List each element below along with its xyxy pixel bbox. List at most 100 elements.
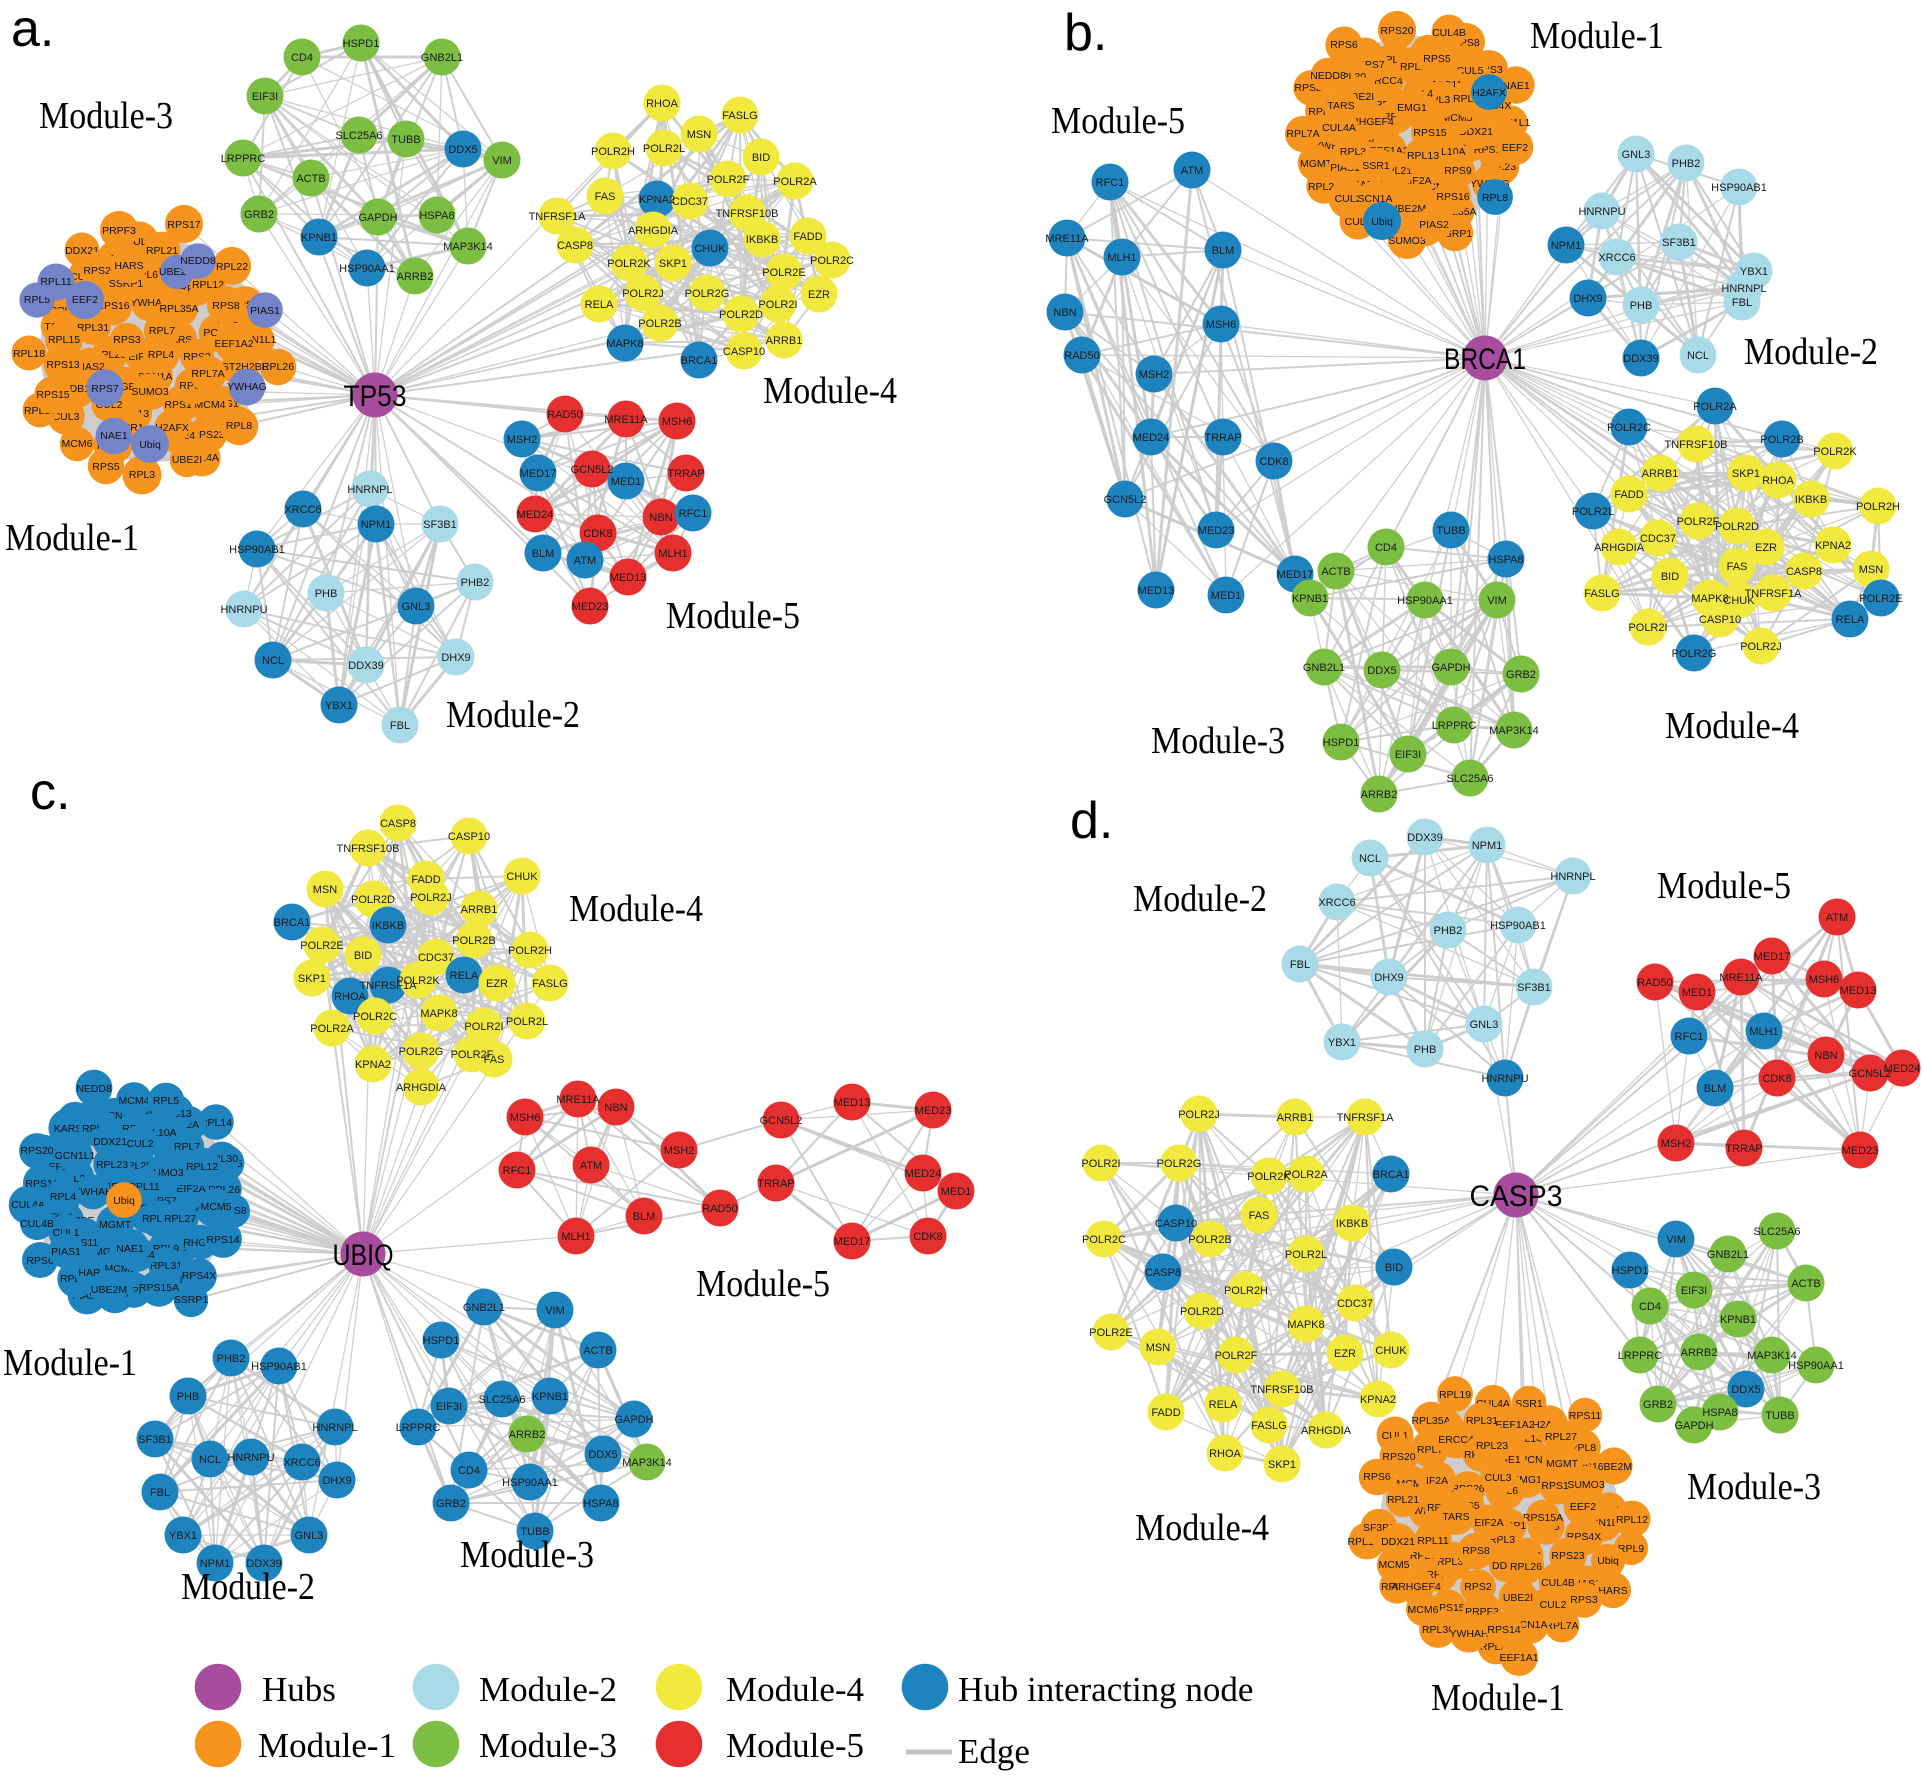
svg-text:RPL12: RPL12 — [192, 279, 224, 291]
svg-text:CUL2: CUL2 — [127, 1138, 154, 1150]
svg-text:Module-1: Module-1 — [258, 1726, 396, 1765]
svg-text:ARRB1: ARRB1 — [1642, 468, 1679, 480]
svg-text:MSH6: MSH6 — [510, 1112, 541, 1124]
svg-text:Module-2: Module-2 — [446, 694, 580, 736]
svg-text:TNFRSF1A: TNFRSF1A — [1337, 1112, 1395, 1124]
svg-text:POLR2K: POLR2K — [1247, 1171, 1291, 1183]
svg-text:YWHAH: YWHAH — [73, 1186, 112, 1198]
svg-text:HSP90AA1: HSP90AA1 — [339, 263, 395, 275]
svg-text:RPS8: RPS8 — [212, 300, 240, 312]
svg-text:GCN5L2: GCN5L2 — [1104, 494, 1147, 506]
svg-text:NAE1: NAE1 — [116, 1243, 144, 1255]
svg-text:Ubiq: Ubiq — [1597, 1555, 1619, 1567]
svg-text:PHB2: PHB2 — [461, 577, 490, 589]
svg-text:POLR2A: POLR2A — [1693, 401, 1737, 413]
svg-text:TNFRSF10B: TNFRSF10B — [716, 208, 779, 220]
svg-text:POLR2B: POLR2B — [452, 935, 495, 947]
svg-text:RPS14: RPS14 — [206, 1234, 239, 1246]
svg-text:RPL26: RPL26 — [1510, 1561, 1542, 1573]
svg-text:RPL22: RPL22 — [216, 261, 248, 273]
svg-text:Module-4: Module-4 — [1665, 705, 1799, 747]
svg-text:XRCC6: XRCC6 — [284, 504, 321, 516]
svg-text:DHX9: DHX9 — [1573, 293, 1602, 305]
svg-text:GRB2: GRB2 — [1643, 1399, 1673, 1411]
svg-text:EEF1A2: EEF1A2 — [214, 338, 253, 350]
svg-text:RPL4: RPL4 — [148, 349, 174, 361]
svg-text:CD4: CD4 — [291, 52, 313, 64]
svg-text:RPL11: RPL11 — [40, 276, 71, 288]
svg-text:POLR2L: POLR2L — [506, 1016, 548, 1028]
svg-text:TNFRSF1A: TNFRSF1A — [1745, 588, 1803, 600]
svg-text:RPS23: RPS23 — [191, 429, 224, 441]
svg-text:RPS13: RPS13 — [46, 359, 79, 371]
svg-text:IF2A: IF2A — [1426, 1475, 1448, 1487]
svg-text:MED1: MED1 — [611, 476, 642, 488]
svg-text:PIAS2: PIAS2 — [1419, 219, 1449, 231]
svg-text:BRCA1: BRCA1 — [274, 917, 311, 929]
svg-text:UBE2I: UBE2I — [1503, 1592, 1533, 1604]
svg-text:YBX1: YBX1 — [1328, 1037, 1356, 1049]
svg-text:Ubiq: Ubiq — [139, 439, 161, 451]
svg-text:Module-3: Module-3 — [479, 1726, 617, 1765]
svg-text:RAD50: RAD50 — [702, 1203, 737, 1215]
svg-text:CD4: CD4 — [458, 1465, 480, 1477]
svg-text:POLR2J: POLR2J — [622, 288, 664, 300]
svg-text:RPL35A: RPL35A — [159, 303, 198, 315]
svg-text:NPM1: NPM1 — [1551, 240, 1582, 252]
svg-text:PRPF3: PRPF3 — [102, 225, 136, 237]
svg-text:NBN: NBN — [1814, 1050, 1837, 1062]
svg-text:RFC1: RFC1 — [1096, 177, 1125, 189]
svg-text:SKP1: SKP1 — [659, 258, 687, 270]
svg-text:PHB2: PHB2 — [217, 1353, 246, 1365]
svg-text:Module-3: Module-3 — [1151, 720, 1285, 762]
svg-text:FADD: FADD — [1151, 1407, 1180, 1419]
svg-text:DHX9: DHX9 — [441, 652, 470, 664]
svg-text:POLR2G: POLR2G — [1157, 1158, 1202, 1170]
svg-text:POLR2H: POLR2H — [1856, 501, 1900, 513]
svg-text:MSH2: MSH2 — [507, 434, 538, 446]
svg-text:HSP90AB1: HSP90AB1 — [251, 1361, 307, 1373]
svg-text:RPL27: RPL27 — [164, 1213, 196, 1225]
svg-text:MED17: MED17 — [520, 468, 557, 480]
svg-text:d.: d. — [1070, 792, 1113, 850]
svg-text:GRB2: GRB2 — [436, 1498, 466, 1510]
svg-text:GAPDH: GAPDH — [614, 1414, 653, 1426]
svg-text:BLM: BLM — [1212, 245, 1235, 257]
svg-text:HNRNPL: HNRNPL — [347, 484, 392, 496]
svg-text:MED23: MED23 — [1842, 1145, 1879, 1157]
svg-text:c.: c. — [30, 763, 70, 821]
svg-text:MGMT: MGMT — [1546, 1458, 1579, 1470]
svg-text:RPS6: RPS6 — [1363, 1471, 1391, 1483]
svg-text:Module-4: Module-4 — [569, 888, 703, 930]
svg-text:RPS15: RPS15 — [1413, 127, 1446, 139]
svg-text:RPL23: RPL23 — [96, 1159, 128, 1171]
svg-text:BLM: BLM — [633, 1211, 656, 1223]
svg-text:SKP1: SKP1 — [1268, 1459, 1296, 1471]
svg-text:KARS: KARS — [54, 1123, 83, 1135]
svg-text:NEDD8: NEDD8 — [76, 1083, 112, 1095]
svg-text:CUL3: CUL3 — [1485, 1472, 1512, 1484]
svg-text:MED23: MED23 — [572, 601, 609, 613]
svg-text:POLR2H: POLR2H — [591, 146, 635, 158]
svg-text:RPL14: RPL14 — [200, 1117, 232, 1129]
svg-text:RPL11: RPL11 — [1417, 1535, 1448, 1547]
svg-text:FASLG: FASLG — [722, 110, 757, 122]
svg-text:HNRNPU: HNRNPU — [1578, 206, 1625, 218]
svg-text:MCM5: MCM5 — [1379, 1559, 1410, 1571]
svg-text:RPL12: RPL12 — [186, 1161, 218, 1173]
svg-text:SF3B1: SF3B1 — [138, 1434, 172, 1446]
svg-text:ARRB2: ARRB2 — [1681, 1347, 1718, 1359]
svg-text:POLR2G: POLR2G — [399, 1046, 444, 1058]
svg-text:EEF2: EEF2 — [72, 294, 98, 306]
svg-text:POLR2G: POLR2G — [1672, 648, 1717, 660]
svg-text:DDX21: DDX21 — [93, 1136, 127, 1148]
svg-text:RPS16: RPS16 — [1436, 191, 1469, 203]
svg-text:GAPDH: GAPDH — [358, 212, 397, 224]
svg-text:CDC37: CDC37 — [1640, 533, 1676, 545]
svg-text:RPS8: RPS8 — [1462, 1545, 1490, 1557]
svg-text:SKP1: SKP1 — [298, 973, 326, 985]
svg-text:MSN: MSN — [687, 129, 712, 141]
svg-text:Module-2: Module-2 — [1744, 331, 1878, 373]
svg-text:EZR: EZR — [808, 289, 830, 301]
svg-text:ACTB: ACTB — [1791, 1278, 1820, 1290]
